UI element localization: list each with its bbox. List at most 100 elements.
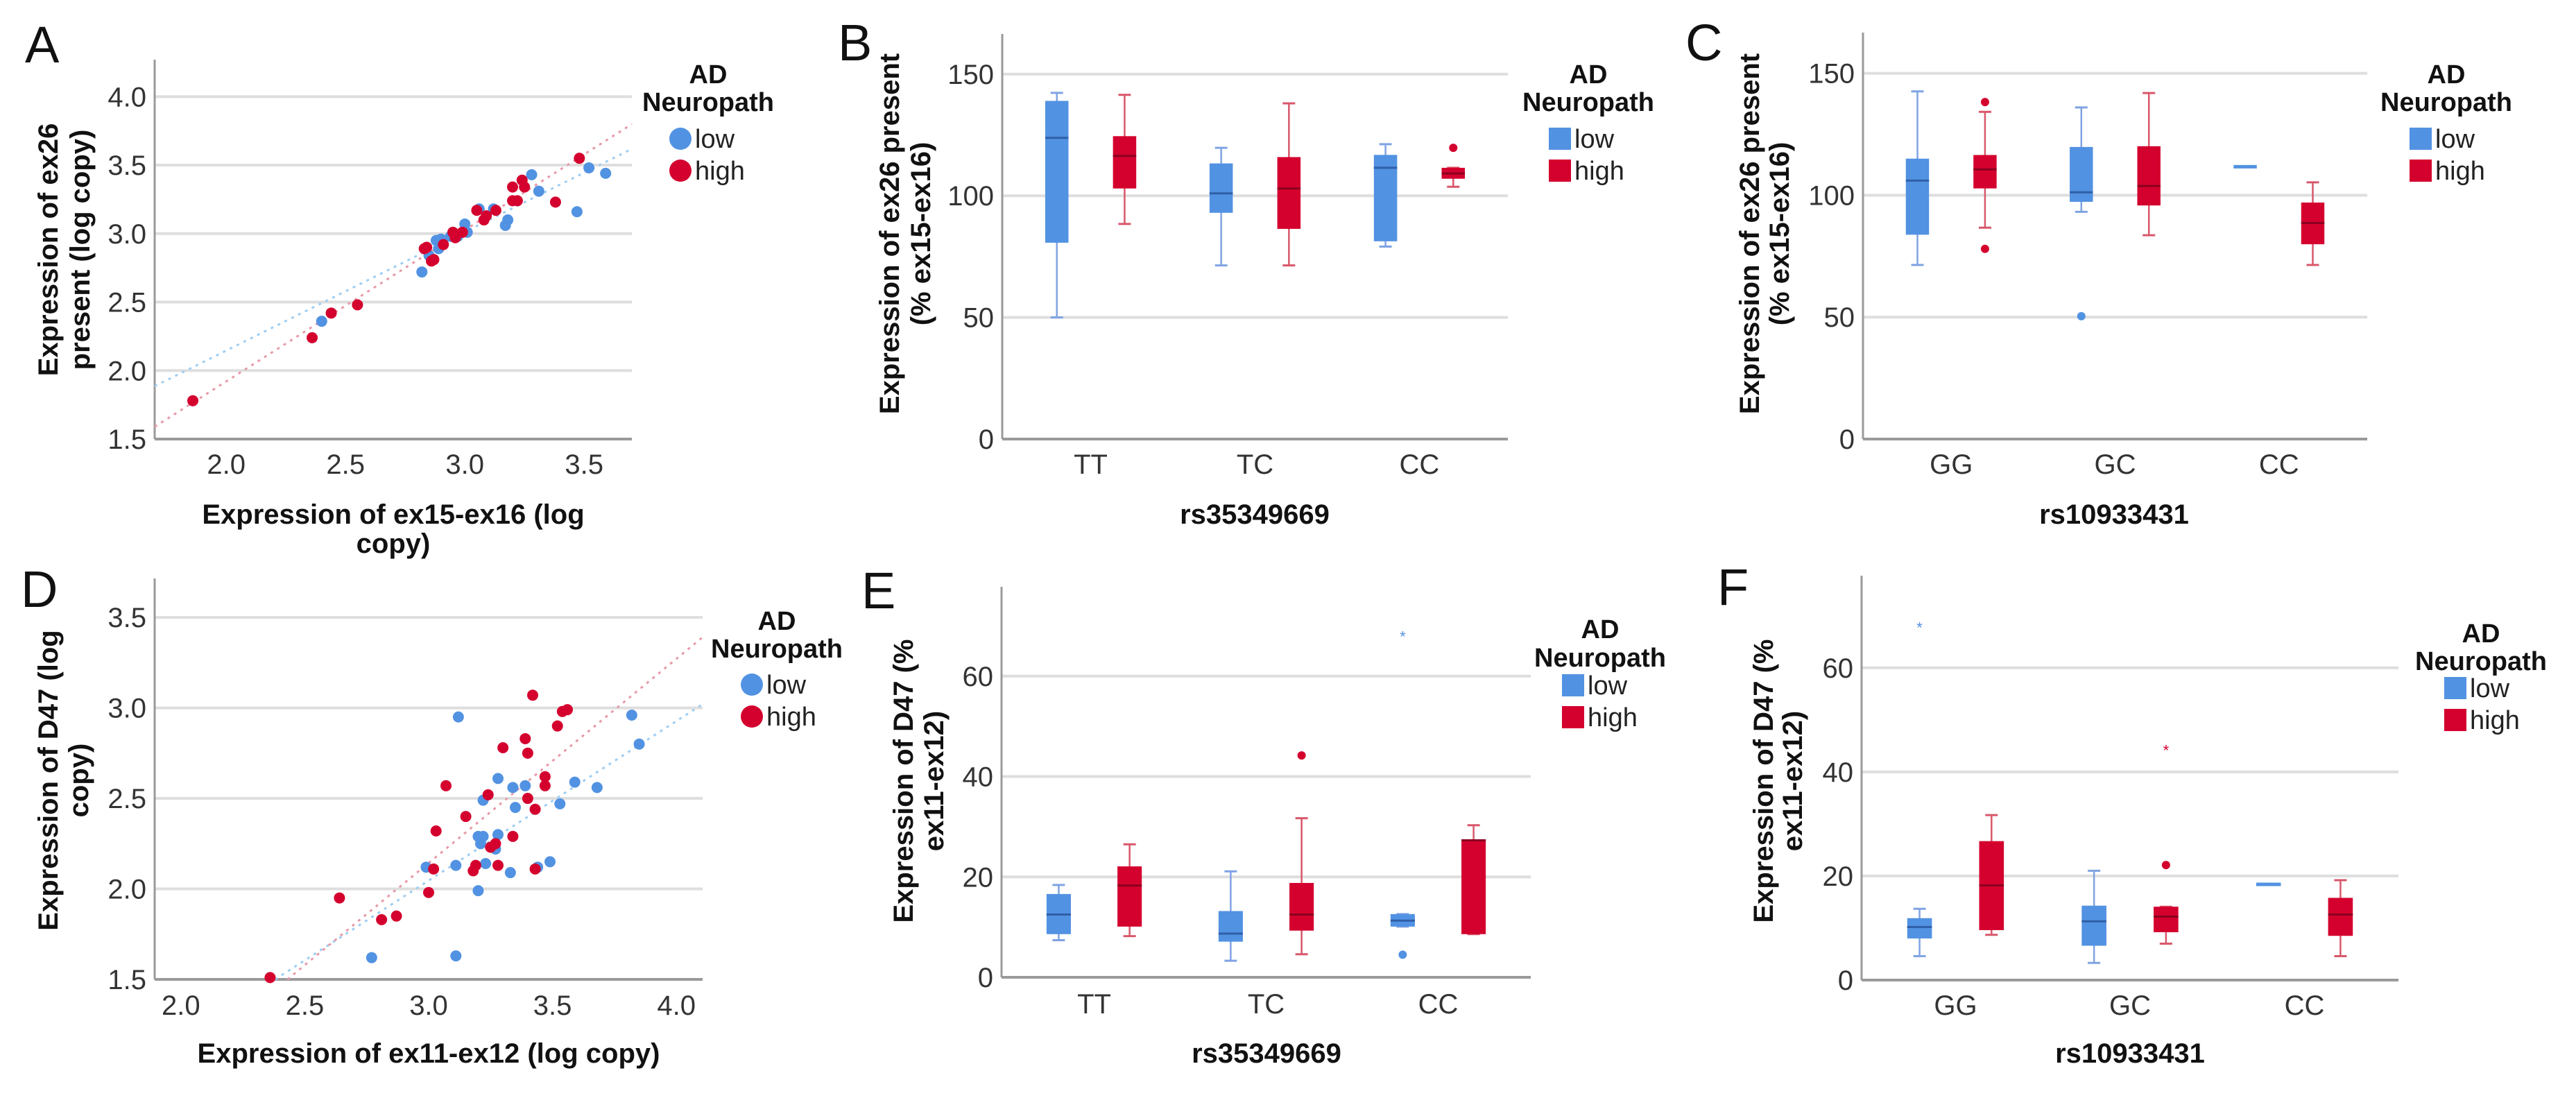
y-axis-title: (% ex15-ex16) bbox=[1764, 142, 1795, 326]
outlier-point bbox=[1398, 950, 1407, 959]
fit-line-high bbox=[154, 123, 633, 428]
y-axis-title: Expression of ex26 bbox=[33, 123, 64, 377]
legend-title: AD bbox=[2428, 60, 2466, 89]
box-low-tc bbox=[1209, 146, 1233, 267]
box-high-cc bbox=[1461, 824, 1486, 936]
point-low bbox=[472, 885, 484, 897]
panel-letter: B bbox=[838, 14, 872, 71]
box bbox=[1905, 158, 1930, 235]
point-high bbox=[549, 196, 561, 208]
legend-label-low: low bbox=[2435, 125, 2475, 154]
box bbox=[1289, 882, 1314, 931]
y-tick-label: 100 bbox=[1808, 180, 1855, 211]
x-tick-label: GG bbox=[1930, 449, 1973, 480]
legend-title: Neuropath bbox=[642, 88, 774, 117]
y-tick-label: 3.5 bbox=[108, 151, 146, 181]
panel-letter: D bbox=[21, 560, 58, 618]
legend-label-high: high bbox=[1574, 157, 1624, 186]
x-tick-label: 3.0 bbox=[409, 990, 448, 1021]
legend-label-high: high bbox=[695, 157, 745, 186]
box bbox=[1373, 155, 1398, 241]
box bbox=[2081, 905, 2106, 946]
point-high bbox=[428, 254, 440, 266]
legend-title: Neuropath bbox=[1534, 644, 1666, 673]
y-axis-title: Expression of D47 (% bbox=[888, 639, 919, 923]
x-axis-title: rs35349669 bbox=[1180, 499, 1330, 530]
y-axis-title: ex11-ex12) bbox=[1778, 711, 1808, 851]
point-low bbox=[554, 798, 566, 809]
box-high-cc bbox=[1441, 144, 1466, 188]
y-tick-label: 40 bbox=[963, 762, 994, 793]
y-tick-label: 3.0 bbox=[108, 694, 146, 724]
box-low-tt bbox=[1046, 884, 1071, 941]
outlier-point bbox=[1297, 751, 1306, 760]
legend-label-low: low bbox=[2470, 674, 2510, 703]
legend-label-low: low bbox=[1574, 125, 1615, 154]
legend-marker-high bbox=[669, 160, 692, 182]
point-high bbox=[421, 241, 433, 253]
point-high bbox=[390, 910, 402, 922]
y-tick-label: 20 bbox=[1823, 861, 1854, 892]
box-low-tt bbox=[1045, 92, 1069, 319]
point-low bbox=[366, 952, 377, 963]
point-low bbox=[526, 169, 538, 180]
outlier-point bbox=[2077, 311, 2086, 320]
x-tick-label: 3.0 bbox=[445, 449, 484, 480]
point-low bbox=[452, 711, 464, 723]
point-high bbox=[562, 704, 573, 716]
legend-title: Neuropath bbox=[711, 635, 843, 664]
legend-marker-high bbox=[2444, 709, 2466, 731]
legend-title: Neuropath bbox=[1522, 88, 1654, 117]
fit-line-low bbox=[154, 148, 633, 388]
panel-letter: A bbox=[25, 16, 60, 74]
x-tick-label: TC bbox=[1248, 989, 1285, 1020]
point-high bbox=[529, 863, 541, 875]
point-high bbox=[497, 741, 509, 753]
extreme-outlier-star: * bbox=[1916, 619, 1923, 636]
legend-marker-low bbox=[741, 674, 763, 696]
x-tick-label: GG bbox=[1934, 990, 1977, 1021]
extreme-outlier-star: * bbox=[1400, 628, 1406, 646]
point-high bbox=[187, 395, 199, 406]
point-low bbox=[583, 162, 595, 174]
y-tick-label: 0 bbox=[1839, 424, 1855, 455]
point-low bbox=[626, 710, 637, 721]
x-tick-label: 4.0 bbox=[657, 990, 696, 1021]
y-axis-title: copy) bbox=[64, 744, 94, 818]
legend-title: Neuropath bbox=[2380, 88, 2512, 117]
point-low bbox=[533, 185, 544, 197]
y-axis-title: ex11-ex12) bbox=[919, 711, 950, 851]
legend-title: AD bbox=[2462, 619, 2500, 649]
point-low bbox=[492, 829, 504, 841]
y-tick-label: 2.0 bbox=[108, 356, 146, 386]
point-high bbox=[470, 859, 481, 871]
y-axis-title: Expression of D47 (log bbox=[33, 630, 64, 930]
y-tick-label: 50 bbox=[963, 303, 995, 334]
y-tick-label: 0 bbox=[978, 963, 993, 993]
point-low bbox=[504, 867, 516, 879]
point-high bbox=[520, 732, 531, 744]
x-tick-label: 2.5 bbox=[326, 449, 365, 480]
outlier-point bbox=[2161, 861, 2170, 870]
point-high bbox=[456, 226, 468, 238]
point-high bbox=[471, 205, 483, 216]
point-high bbox=[482, 789, 494, 800]
box-high-gg bbox=[1973, 98, 1997, 253]
box-high-tc bbox=[1289, 751, 1314, 956]
box-high-cc bbox=[2301, 181, 2325, 266]
box bbox=[1045, 101, 1069, 243]
point-high bbox=[527, 689, 538, 701]
point-high bbox=[460, 811, 472, 823]
point-low bbox=[450, 950, 462, 962]
panel-b: B 0 50 100 150 Expression of ex26 present (% e… bbox=[838, 14, 1654, 530]
outlier-point bbox=[1449, 144, 1458, 153]
point-high bbox=[511, 195, 523, 207]
point-low bbox=[480, 857, 492, 869]
x-tick-label: GC bbox=[2109, 990, 2151, 1021]
point-high bbox=[307, 332, 318, 343]
y-axis-title: Expression of D47 (% bbox=[1749, 639, 1779, 923]
